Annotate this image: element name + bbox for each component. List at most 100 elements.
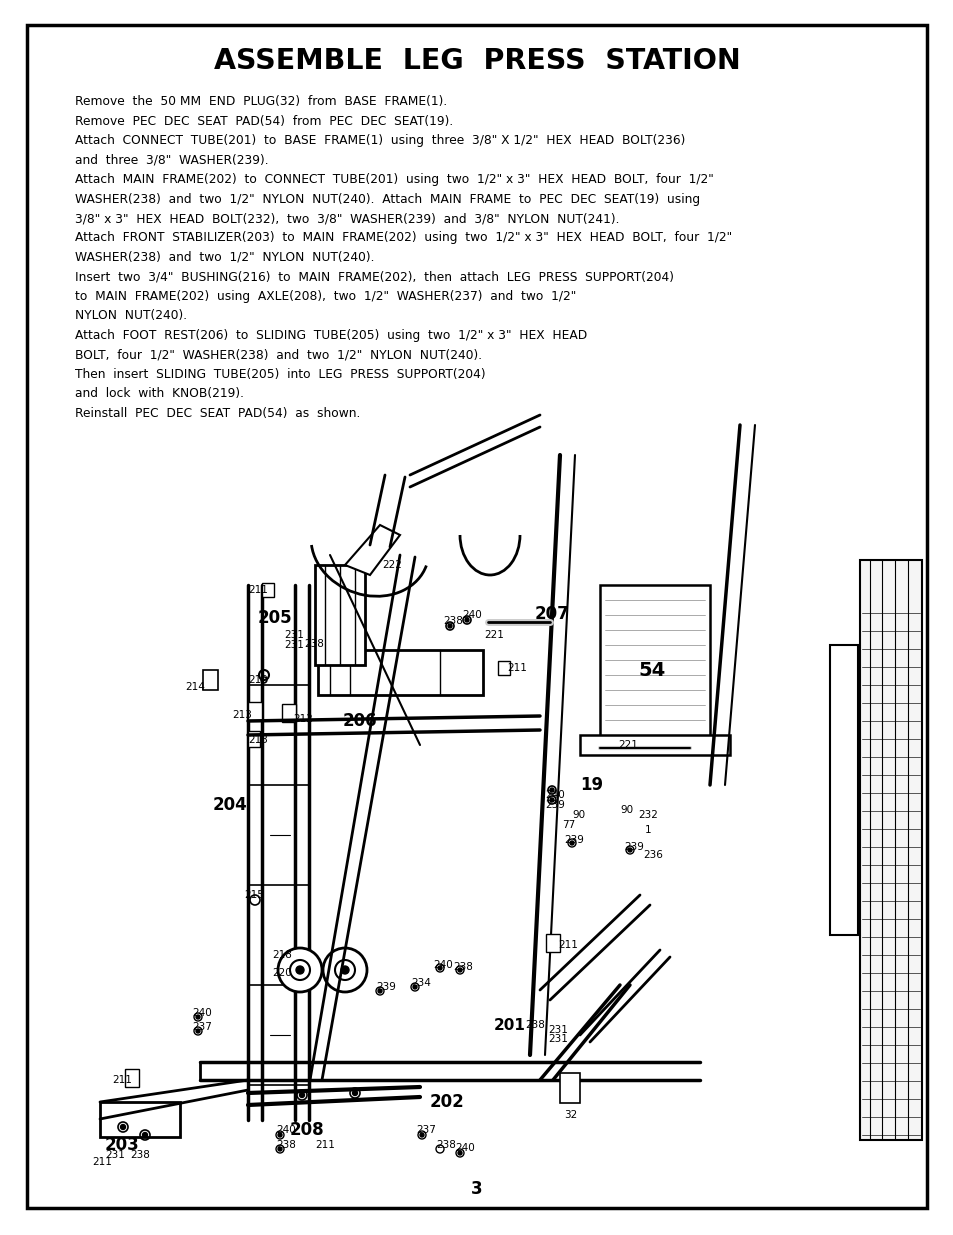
Text: 19: 19 <box>579 776 602 794</box>
Text: 231: 231 <box>547 1034 567 1044</box>
Circle shape <box>419 1132 423 1137</box>
Text: 240: 240 <box>275 1125 295 1135</box>
Text: 232: 232 <box>638 810 658 820</box>
Text: 236: 236 <box>642 850 662 860</box>
Text: 90: 90 <box>572 810 584 820</box>
Text: ASSEMBLE  LEG  PRESS  STATION: ASSEMBLE LEG PRESS STATION <box>213 47 740 75</box>
Bar <box>125 1070 139 1087</box>
Circle shape <box>290 960 310 981</box>
Text: 202: 202 <box>430 1093 464 1112</box>
Text: 201: 201 <box>494 1018 525 1032</box>
Bar <box>579 735 729 755</box>
Circle shape <box>323 948 367 992</box>
Text: to  MAIN  FRAME(202)  using  AXLE(208),  two  1/2"  WASHER(237)  and  two  1/2": to MAIN FRAME(202) using AXLE(208), two … <box>75 290 576 303</box>
Circle shape <box>277 948 322 992</box>
Text: 214: 214 <box>185 682 205 692</box>
Bar <box>599 585 709 745</box>
Text: 90: 90 <box>619 805 633 815</box>
Bar <box>262 583 274 597</box>
Text: BOLT,  four  1/2"  WASHER(238)  and  two  1/2"  NYLON  NUT(240).: BOLT, four 1/2" WASHER(238) and two 1/2"… <box>75 348 481 362</box>
Text: 238: 238 <box>524 1020 544 1030</box>
Text: 231: 231 <box>284 640 304 650</box>
Text: 212: 212 <box>293 714 313 724</box>
Text: 218: 218 <box>272 950 292 960</box>
Circle shape <box>295 966 304 974</box>
Bar <box>859 559 921 1140</box>
Text: 240: 240 <box>192 1008 212 1018</box>
Text: 237: 237 <box>192 1023 212 1032</box>
Circle shape <box>569 841 574 845</box>
Circle shape <box>448 624 452 629</box>
Text: 240: 240 <box>461 610 481 620</box>
Text: 231: 231 <box>547 1025 567 1035</box>
Text: 204: 204 <box>213 797 248 814</box>
Text: and  lock  with  KNOB(219).: and lock with KNOB(219). <box>75 388 244 400</box>
Text: WASHER(238)  and  two  1/2"  NYLON  NUT(240).  Attach  MAIN  FRAME  to  PEC  DEC: WASHER(238) and two 1/2" NYLON NUT(240).… <box>75 193 700 205</box>
Bar <box>282 704 295 722</box>
Circle shape <box>120 1125 126 1130</box>
Bar <box>314 564 365 664</box>
Circle shape <box>142 1132 148 1137</box>
Text: 237: 237 <box>416 1125 436 1135</box>
Text: 231: 231 <box>284 630 304 640</box>
Text: 208: 208 <box>290 1121 324 1139</box>
Circle shape <box>195 1015 200 1019</box>
Circle shape <box>457 1151 461 1155</box>
Text: 3: 3 <box>471 1179 482 1198</box>
Text: 239: 239 <box>544 800 564 810</box>
Text: 211: 211 <box>506 663 526 673</box>
Circle shape <box>377 989 381 993</box>
Circle shape <box>464 618 469 622</box>
Text: WASHER(238)  and  two  1/2"  NYLON  NUT(240).: WASHER(238) and two 1/2" NYLON NUT(240). <box>75 251 375 264</box>
Text: 231: 231 <box>105 1150 125 1160</box>
Circle shape <box>550 798 554 802</box>
Text: 219: 219 <box>248 676 268 685</box>
Circle shape <box>457 968 461 972</box>
Text: 238: 238 <box>453 962 473 972</box>
Text: 234: 234 <box>411 978 431 988</box>
Bar <box>100 1102 180 1137</box>
Text: 54: 54 <box>638 661 664 679</box>
Text: Then  insert  SLIDING  TUBE(205)  into  LEG  PRESS  SUPPORT(204): Then insert SLIDING TUBE(205) into LEG P… <box>75 368 485 382</box>
Circle shape <box>277 1147 282 1151</box>
Text: 240: 240 <box>433 960 453 969</box>
Bar <box>829 645 857 935</box>
Circle shape <box>299 1093 304 1098</box>
Text: 207: 207 <box>535 605 569 622</box>
Text: Remove  PEC  DEC  SEAT  PAD(54)  from  PEC  DEC  SEAT(19).: Remove PEC DEC SEAT PAD(54) from PEC DEC… <box>75 115 453 127</box>
Bar <box>545 934 559 952</box>
Text: 215: 215 <box>244 890 264 900</box>
Circle shape <box>335 960 355 981</box>
Text: Attach  FRONT  STABILIZER(203)  to  MAIN  FRAME(202)  using  two  1/2" x 3"  HEX: Attach FRONT STABILIZER(203) to MAIN FRA… <box>75 231 731 245</box>
Bar <box>497 661 510 676</box>
Text: 205: 205 <box>257 609 293 627</box>
Text: 221: 221 <box>483 630 503 640</box>
Bar <box>559 1073 579 1103</box>
Text: 222: 222 <box>381 559 401 571</box>
Text: Insert  two  3/4"  BUSHING(216)  to  MAIN  FRAME(202),  then  attach  LEG  PRESS: Insert two 3/4" BUSHING(216) to MAIN FRA… <box>75 270 673 284</box>
Text: Remove  the  50 MM  END  PLUG(32)  from  BASE  FRAME(1).: Remove the 50 MM END PLUG(32) from BASE … <box>75 95 447 107</box>
Circle shape <box>627 848 631 852</box>
Bar <box>248 731 260 747</box>
Circle shape <box>352 1091 357 1095</box>
Circle shape <box>277 1132 282 1137</box>
Text: 240: 240 <box>455 1144 475 1153</box>
Text: Attach  CONNECT  TUBE(201)  to  BASE  FRAME(1)  using  three  3/8" X 1/2"  HEX  : Attach CONNECT TUBE(201) to BASE FRAME(1… <box>75 135 684 147</box>
Text: 211: 211 <box>91 1157 112 1167</box>
Text: 211: 211 <box>314 1140 335 1150</box>
Text: Attach  FOOT  REST(206)  to  SLIDING  TUBE(205)  using  two  1/2" x 3"  HEX  HEA: Attach FOOT REST(206) to SLIDING TUBE(20… <box>75 329 587 342</box>
Text: 239: 239 <box>623 842 643 852</box>
Text: 238: 238 <box>436 1140 456 1150</box>
Text: 220: 220 <box>272 968 292 978</box>
Text: 77: 77 <box>561 820 575 830</box>
Text: 203: 203 <box>105 1136 139 1153</box>
Text: 239: 239 <box>563 835 583 845</box>
Circle shape <box>437 966 441 969</box>
Text: NYLON  NUT(240).: NYLON NUT(240). <box>75 310 187 322</box>
Text: 240: 240 <box>544 790 564 800</box>
Text: 1: 1 <box>644 825 651 835</box>
Text: 206: 206 <box>343 713 377 730</box>
Text: 32: 32 <box>563 1110 577 1120</box>
Bar <box>317 650 482 695</box>
Polygon shape <box>345 525 399 576</box>
